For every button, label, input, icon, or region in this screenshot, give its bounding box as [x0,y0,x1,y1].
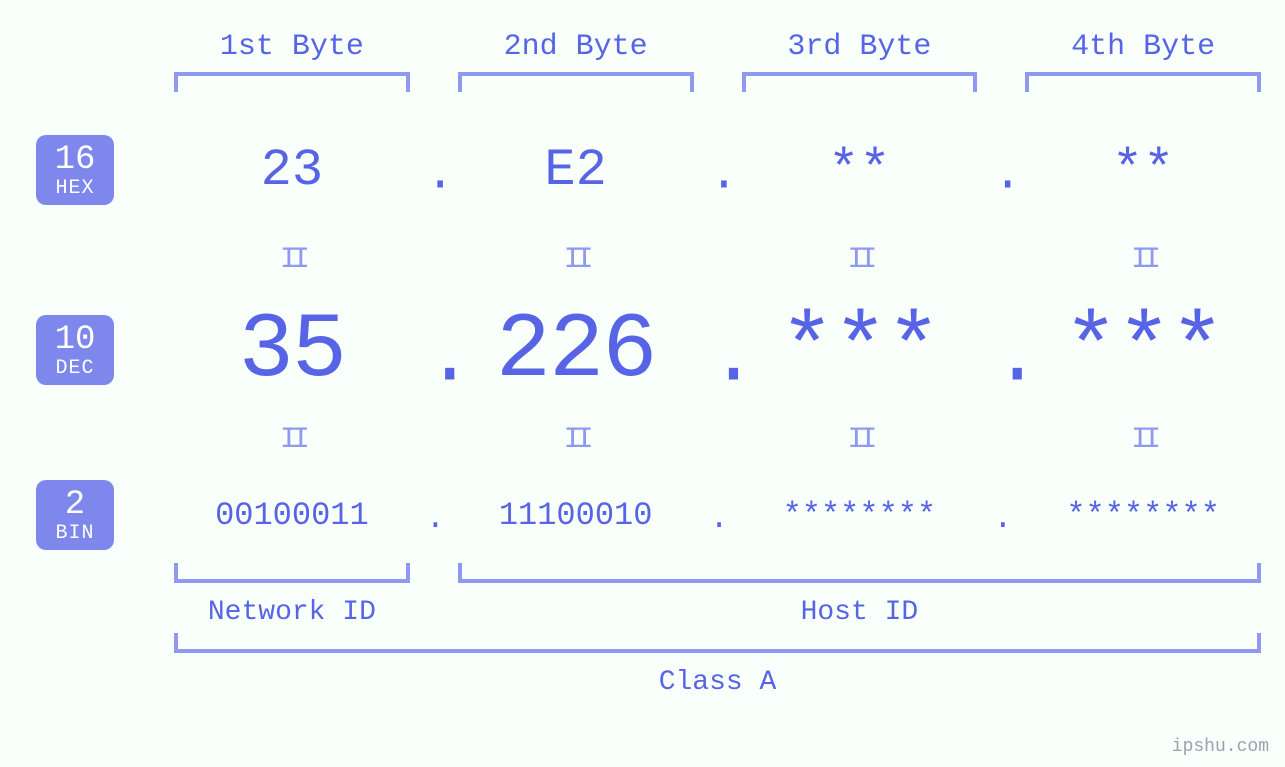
byte-header-3: 3rd Byte [718,0,1002,92]
host-id-label: Host ID [434,591,1285,628]
dot-separator: . [993,314,1041,405]
bin-byte-2: . 11100010 [434,497,718,534]
base-label-hex: HEX [50,178,100,199]
hex-byte-2: . E2 [434,141,718,200]
hex-byte-4: . ** [1001,141,1285,200]
byte-header-4: 4th Byte [1001,0,1285,92]
base-label-bin: BIN [50,523,100,544]
bin-byte-4: . ******** [1001,497,1285,534]
dot-separator: . [426,148,455,202]
bracket-top-4 [1025,72,1261,92]
equals-icon: II [150,423,434,457]
equals-icon: II [1001,423,1285,457]
section-row-ids: Network ID Host ID [150,563,1285,628]
hex-byte-3: . ** [718,141,1002,200]
ip-breakdown-diagram: 1st Byte 2nd Byte 3rd Byte 4th Byte 16 H… [0,0,1285,767]
equals-icon: II [150,243,434,277]
base-num-hex: 16 [50,143,100,179]
class-label: Class A [150,661,1285,698]
dot-separator: . [993,500,1012,537]
dec-byte-1: 35 [150,298,434,403]
byte-header-2: 2nd Byte [434,0,718,92]
base-num-dec: 10 [50,323,100,359]
bracket-network-id [174,563,410,583]
base-label-dec: DEC [50,358,100,379]
bracket-class [174,633,1261,653]
dot-separator: . [993,148,1022,202]
dot-separator: . [426,314,474,405]
base-badge-hex: 16 HEX [36,135,114,206]
bracket-host-id [458,563,1261,583]
equals-icon: II [434,423,718,457]
dot-separator: . [426,500,445,537]
dec-byte-3: . *** [718,298,1002,403]
equals-icon: II [718,243,1002,277]
base-num-bin: 2 [50,488,100,524]
dot-separator: . [710,500,729,537]
hex-byte-1: 23 [150,141,434,200]
equals-icon: II [1001,243,1285,277]
byte-header-1: 1st Byte [150,0,434,92]
bracket-top-2 [458,72,694,92]
dot-separator: . [710,148,739,202]
dec-byte-4: . *** [1001,298,1285,403]
bin-byte-1: 00100011 [150,497,434,534]
base-badge-dec: 10 DEC [36,315,114,386]
section-row-class: Class A [150,633,1285,698]
equals-icon: II [718,423,1002,457]
bin-byte-3: . ******** [718,497,1002,534]
equals-icon: II [434,243,718,277]
dot-separator: . [710,314,758,405]
bracket-top-1 [174,72,410,92]
dec-byte-2: . 226 [434,298,718,403]
bracket-top-3 [742,72,978,92]
watermark: ipshu.com [1172,737,1269,757]
network-id-label: Network ID [150,591,434,628]
base-badge-bin: 2 BIN [36,480,114,551]
